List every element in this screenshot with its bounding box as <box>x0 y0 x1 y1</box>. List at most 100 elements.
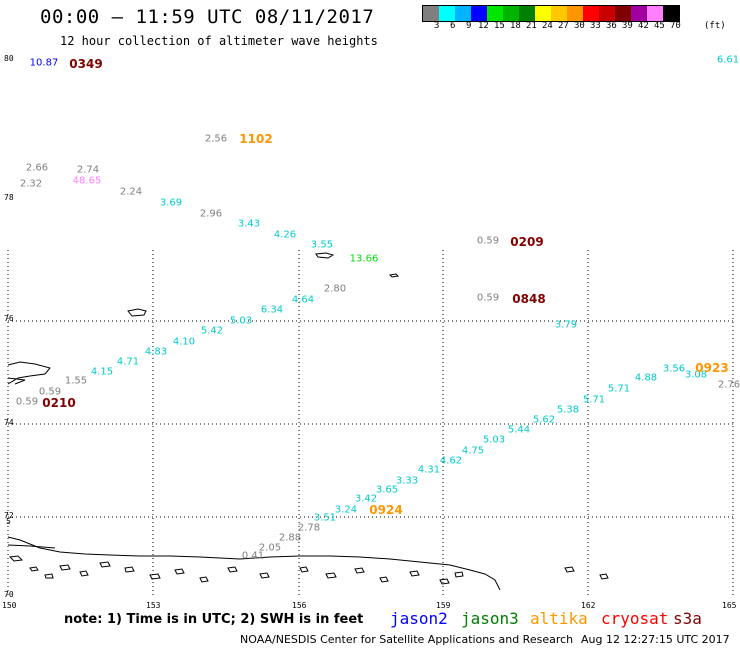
legend-swatch <box>503 6 519 21</box>
legend-label: 39 <box>622 21 633 31</box>
satellite-s3a: s3a <box>673 609 702 628</box>
satellite-jason2: jason2 <box>390 609 448 628</box>
wave-height-label: 5.62 <box>532 414 556 426</box>
legend-unit: (ft) <box>704 21 726 31</box>
lat-tick-78: 78 <box>4 193 14 202</box>
lat-tick-76: 76 <box>4 314 14 323</box>
legend-label: 33 <box>590 21 601 31</box>
legend-label: 6 <box>450 21 456 31</box>
wave-height-label: 13.66 <box>349 253 379 265</box>
wave-height-label: 2.88 <box>278 532 302 544</box>
pass-time-label: 0349 <box>69 57 103 71</box>
map-subtitle: 12 hour collection of altimeter wave hei… <box>60 34 378 48</box>
lon-tick-153: 153 <box>146 601 161 610</box>
legend-swatch <box>567 6 583 21</box>
wave-height-label: 3.56 <box>662 363 686 375</box>
wave-height-label: 5.44 <box>507 424 531 436</box>
wave-height-label: 2.56 <box>204 133 228 145</box>
legend-label: 12 <box>478 21 489 31</box>
legend-label: 45 <box>654 21 665 31</box>
wave-height-label: 2.74 <box>76 164 100 176</box>
legend-swatch <box>583 6 599 21</box>
legend-swatch <box>647 6 663 21</box>
legend-swatch <box>487 6 503 21</box>
legend-swatch <box>519 6 535 21</box>
legend-swatch <box>663 6 679 21</box>
lon-tick-165: 165 <box>722 601 737 610</box>
legend-label: 3 <box>434 21 440 31</box>
legend-label: 24 <box>542 21 553 31</box>
lat-lon-grid <box>7 250 734 595</box>
wave-height-label: 2.76 <box>717 379 740 391</box>
wave-height-label: 2.32 <box>19 178 43 190</box>
wave-height-label: 3.24 <box>334 504 358 516</box>
wave-height-label: 4.83 <box>144 346 168 358</box>
pass-time-label: 0209 <box>510 235 544 249</box>
wave-height-label: 4.10 <box>172 336 196 348</box>
legend-swatch <box>615 6 631 21</box>
pass-time-label: 0848 <box>512 292 546 306</box>
legend-swatch <box>471 6 487 21</box>
wave-height-label: 4.88 <box>634 372 658 384</box>
lat-tick-small: 5 <box>6 517 11 526</box>
wave-height-label: 3.42 <box>354 493 378 505</box>
wave-height-label: 10.87 <box>29 57 59 69</box>
lon-tick-150: 150 <box>2 601 17 610</box>
legend-label: 21 <box>526 21 537 31</box>
wave-height-label: 4.75 <box>461 445 485 457</box>
lat-tick-74: 74 <box>4 418 14 427</box>
wave-height-label: 0.59 <box>15 396 39 408</box>
legend-swatch <box>631 6 647 21</box>
lat-tick-70: 70 <box>4 590 14 599</box>
lat-tick-80: 80 <box>4 54 14 63</box>
legend-label: 36 <box>606 21 617 31</box>
map-title: 00:00 – 11:59 UTC 08/11/2017 <box>40 6 375 28</box>
wave-height-label: 2.05 <box>258 542 282 554</box>
wave-height-label: 2.78 <box>297 522 321 534</box>
wave-height-label: 4.64 <box>291 294 315 306</box>
legend-label: 30 <box>574 21 585 31</box>
wave-height-label: 3.65 <box>375 484 399 496</box>
wave-height-label: 4.15 <box>90 366 114 378</box>
satellite-cryosat: cryosat <box>601 609 669 628</box>
footer-timestamp: Aug 12 12:27:15 UTC 2017 <box>581 633 730 646</box>
wave-height-label: 3.69 <box>159 197 183 209</box>
wave-height-label: 0.59 <box>476 292 500 304</box>
wave-height-label: 3.55 <box>310 239 334 251</box>
note-text: note: 1) Time is in UTC; 2) SWH is in fe… <box>64 612 364 627</box>
wave-height-label: 5.03 <box>229 315 253 327</box>
wave-height-label: 3.43 <box>237 218 261 230</box>
wave-height-label: 5.71 <box>582 394 606 406</box>
wave-height-label: 3.79 <box>554 319 578 331</box>
wave-height-label: 1.55 <box>64 375 88 387</box>
lon-tick-156: 156 <box>292 601 307 610</box>
satellite-altika: altika <box>530 609 588 628</box>
wave-height-label: 6.34 <box>260 304 284 316</box>
wave-height-label: 4.62 <box>439 455 463 467</box>
pass-time-label: 0210 <box>42 396 76 410</box>
wave-height-label: 0.59 <box>476 235 500 247</box>
pass-time-label: 1102 <box>239 132 273 146</box>
legend-swatch <box>423 6 439 21</box>
lon-tick-159: 159 <box>436 601 451 610</box>
wave-height-label: 3.33 <box>395 475 419 487</box>
wave-height-label: 5.03 <box>482 434 506 446</box>
pass-time-label: 0923 <box>695 361 729 375</box>
wave-height-label: 0.59 <box>38 386 62 398</box>
wave-height-label: 3.51 <box>313 512 337 524</box>
coastline <box>7 252 609 591</box>
legend-label: 9 <box>466 21 472 31</box>
lon-tick-162: 162 <box>581 601 596 610</box>
pass-time-label: 0924 <box>369 503 403 517</box>
wave-height-label: 48.65 <box>72 175 102 187</box>
wave-height-label: 5.71 <box>607 383 631 395</box>
satellite-jason3: jason3 <box>461 609 519 628</box>
wave-height-label: 2.80 <box>323 283 347 295</box>
legend-label: 27 <box>558 21 569 31</box>
wave-height-label: 3.08 <box>684 369 708 381</box>
legend-swatch <box>439 6 455 21</box>
wave-height-label: 2.96 <box>199 208 223 220</box>
wave-height-label: 2.66 <box>25 162 49 174</box>
color-legend <box>422 5 680 22</box>
